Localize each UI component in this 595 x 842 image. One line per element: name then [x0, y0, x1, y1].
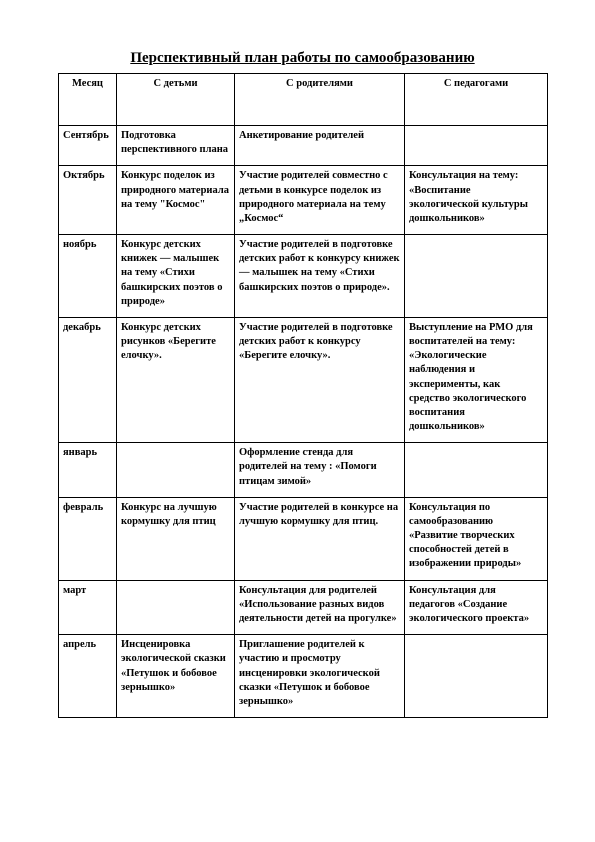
cell-teachers: Консультация на тему: «Воспитание эколог… — [405, 166, 548, 235]
table-header-row: Месяц С детьми С родителями С педагогами — [59, 74, 548, 126]
table-body: Сентябрь Подготовка перспективного плана… — [59, 126, 548, 718]
cell-month: ноябрь — [59, 235, 117, 318]
cell-parents: Анкетирование родителей — [235, 126, 405, 166]
table-row: март Консультация для родителей «Использ… — [59, 580, 548, 635]
cell-month: декабрь — [59, 317, 117, 442]
cell-parents: Участие родителей в конкурсе на лучшую к… — [235, 497, 405, 580]
col-header-month: Месяц — [59, 74, 117, 126]
cell-teachers — [405, 126, 548, 166]
cell-parents: Консультация для родителей «Использовани… — [235, 580, 405, 635]
table-row: ноябрь Конкурс детских книжек — малышек … — [59, 235, 548, 318]
cell-month: январь — [59, 443, 117, 498]
cell-kids: Подготовка перспективного плана — [117, 126, 235, 166]
cell-kids — [117, 580, 235, 635]
cell-kids — [117, 443, 235, 498]
cell-parents: Участие родителей в подготовке детских р… — [235, 235, 405, 318]
col-header-kids: С детьми — [117, 74, 235, 126]
cell-month: апрель — [59, 635, 117, 718]
col-header-parents: С родителями — [235, 74, 405, 126]
page-title: Перспективный план работы по самообразов… — [58, 50, 547, 67]
cell-teachers — [405, 443, 548, 498]
cell-month: март — [59, 580, 117, 635]
cell-month: февраль — [59, 497, 117, 580]
cell-month: Сентябрь — [59, 126, 117, 166]
table-row: декабрь Конкурс детских рисунков «Береги… — [59, 317, 548, 442]
cell-month: Октябрь — [59, 166, 117, 235]
cell-teachers: Консультация для педагогов «Создание эко… — [405, 580, 548, 635]
cell-teachers — [405, 235, 548, 318]
table-row: январь Оформление стенда для родителей н… — [59, 443, 548, 498]
page: Перспективный план работы по самообразов… — [0, 0, 595, 842]
table-row: апрель Инсценировка экологической сказки… — [59, 635, 548, 718]
cell-teachers: Консультация по самообразованию «Развити… — [405, 497, 548, 580]
table-row: Сентябрь Подготовка перспективного плана… — [59, 126, 548, 166]
table-row: февраль Конкурс на лучшую кормушку для п… — [59, 497, 548, 580]
col-header-teachers: С педагогами — [405, 74, 548, 126]
cell-parents: Участие родителей совместно с детьми в к… — [235, 166, 405, 235]
plan-table: Месяц С детьми С родителями С педагогами… — [58, 73, 548, 718]
cell-kids: Конкурс на лучшую кормушку для птиц — [117, 497, 235, 580]
cell-kids: Конкурс детских книжек — малышек на тему… — [117, 235, 235, 318]
cell-parents: Приглашение родителей к участию и просмо… — [235, 635, 405, 718]
cell-kids: Конкурс детских рисунков «Берегите елочк… — [117, 317, 235, 442]
cell-parents: Оформление стенда для родителей на тему … — [235, 443, 405, 498]
cell-parents: Участие родителей в подготовке детских р… — [235, 317, 405, 442]
cell-kids: Инсценировка экологической сказки «Петуш… — [117, 635, 235, 718]
table-row: Октябрь Конкурс поделок из природного ма… — [59, 166, 548, 235]
cell-teachers — [405, 635, 548, 718]
cell-teachers: Выступление на РМО для воспитателей на т… — [405, 317, 548, 442]
cell-kids: Конкурс поделок из природного материала … — [117, 166, 235, 235]
